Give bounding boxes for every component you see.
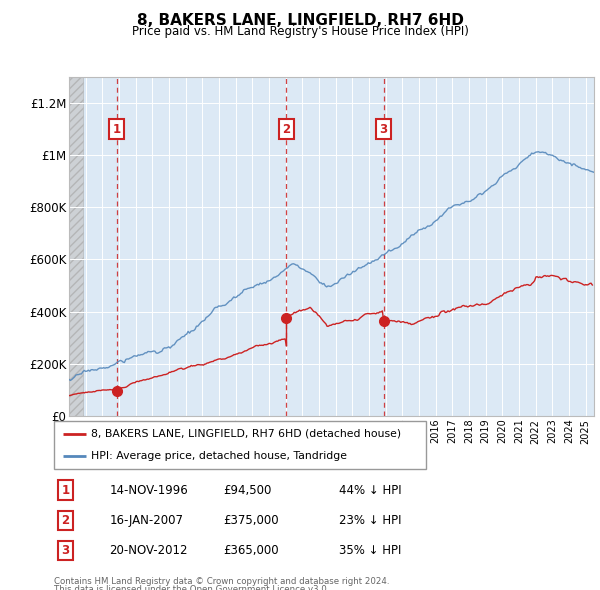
Text: 1: 1: [62, 484, 70, 497]
Text: 8, BAKERS LANE, LINGFIELD, RH7 6HD: 8, BAKERS LANE, LINGFIELD, RH7 6HD: [137, 13, 463, 28]
Text: 3: 3: [380, 123, 388, 136]
Text: Contains HM Land Registry data © Crown copyright and database right 2024.: Contains HM Land Registry data © Crown c…: [54, 577, 389, 586]
Text: Price paid vs. HM Land Registry's House Price Index (HPI): Price paid vs. HM Land Registry's House …: [131, 25, 469, 38]
Text: 2: 2: [282, 123, 290, 136]
Bar: [69, 77, 83, 416]
Text: 2: 2: [62, 514, 70, 527]
Text: 14-NOV-1996: 14-NOV-1996: [109, 484, 188, 497]
Text: £375,000: £375,000: [223, 514, 278, 527]
Text: 35% ↓ HPI: 35% ↓ HPI: [339, 544, 401, 557]
Text: This data is licensed under the Open Government Licence v3.0.: This data is licensed under the Open Gov…: [54, 585, 329, 590]
Text: £94,500: £94,500: [223, 484, 271, 497]
Text: £365,000: £365,000: [223, 544, 278, 557]
Text: 16-JAN-2007: 16-JAN-2007: [109, 514, 184, 527]
Text: 23% ↓ HPI: 23% ↓ HPI: [339, 514, 401, 527]
Text: 44% ↓ HPI: 44% ↓ HPI: [339, 484, 402, 497]
Text: 8, BAKERS LANE, LINGFIELD, RH7 6HD (detached house): 8, BAKERS LANE, LINGFIELD, RH7 6HD (deta…: [91, 429, 401, 439]
Text: 3: 3: [62, 544, 70, 557]
Text: HPI: Average price, detached house, Tandridge: HPI: Average price, detached house, Tand…: [91, 451, 347, 461]
Text: 1: 1: [113, 123, 121, 136]
Text: 20-NOV-2012: 20-NOV-2012: [109, 544, 188, 557]
